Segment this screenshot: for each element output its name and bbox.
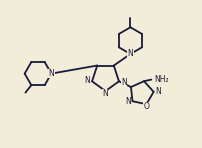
Text: N: N — [127, 49, 133, 58]
Text: N: N — [102, 89, 108, 98]
Text: O: O — [144, 102, 149, 111]
Text: N: N — [121, 78, 127, 87]
Text: N: N — [125, 97, 130, 106]
Text: NH₂: NH₂ — [154, 75, 169, 84]
Text: N: N — [48, 69, 54, 78]
Text: N: N — [84, 76, 90, 85]
Text: N: N — [156, 87, 161, 96]
